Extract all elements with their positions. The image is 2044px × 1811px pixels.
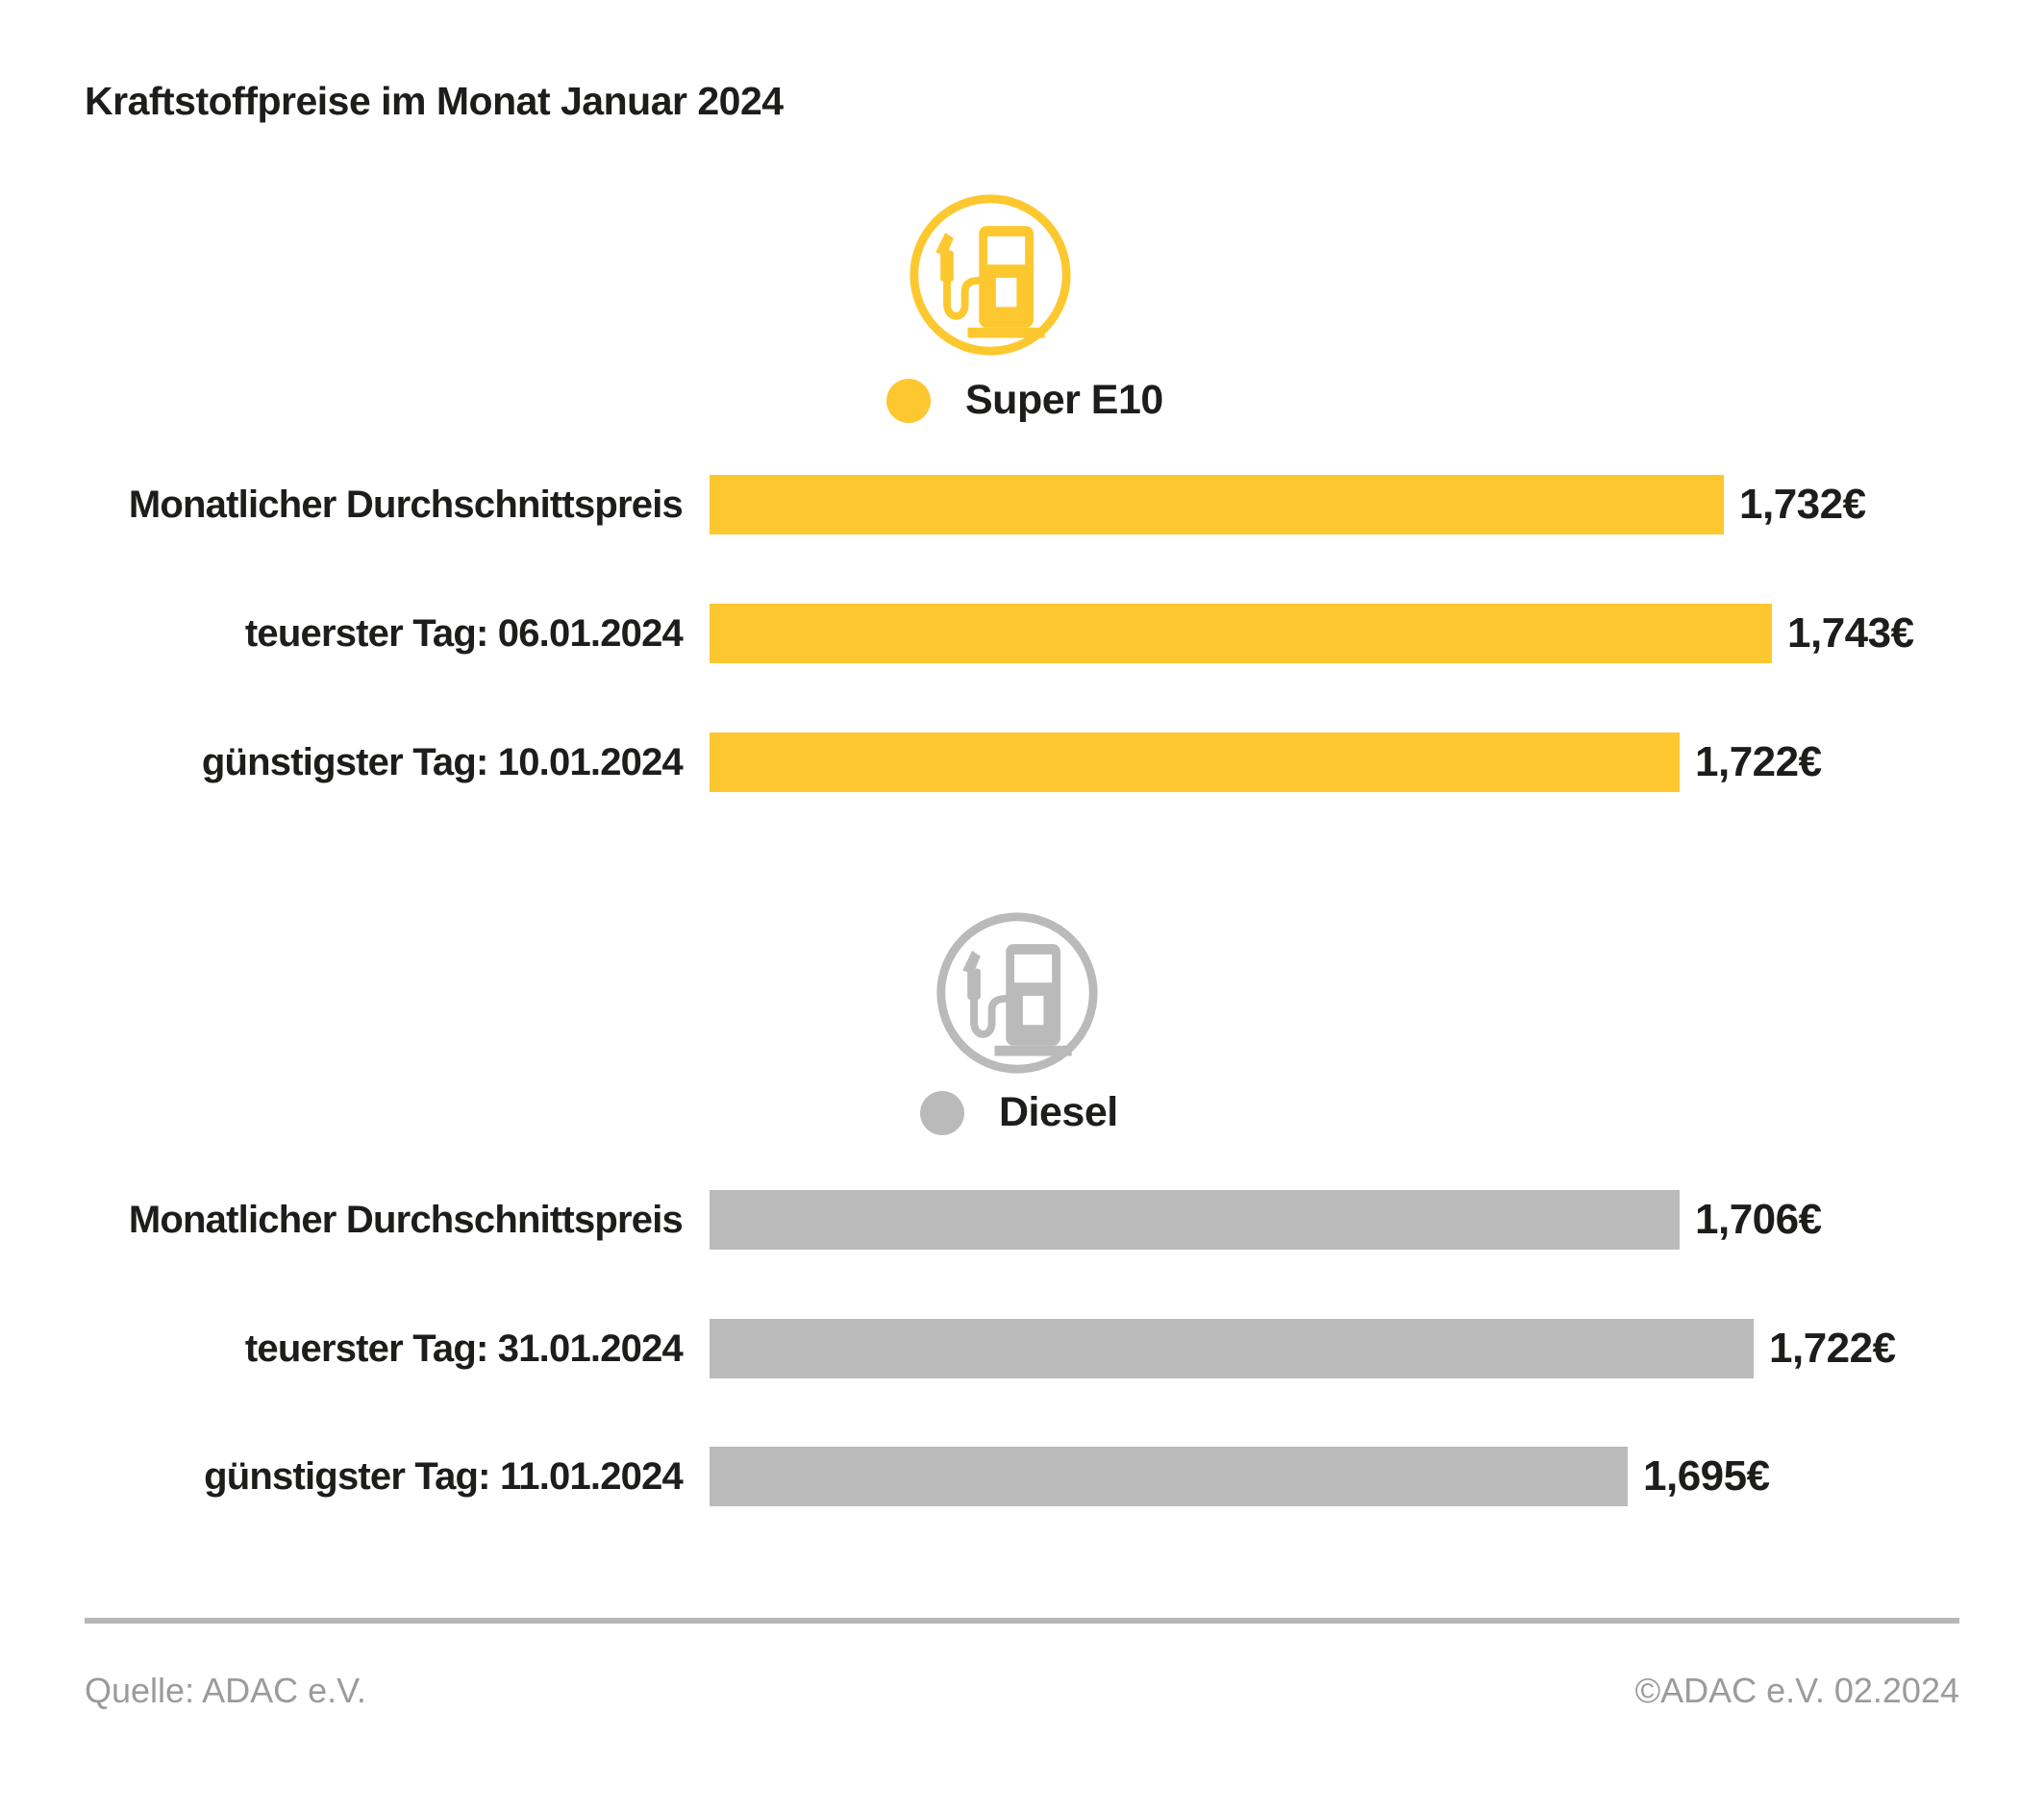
footer-source: Quelle: ADAC e.V. — [85, 1671, 366, 1710]
legend-dot-diesel — [920, 1090, 964, 1135]
bar-label: Monatlicher Durchschnittspreis — [128, 1198, 684, 1241]
fuel-pump-icon — [933, 908, 1102, 1078]
bar-row-diesel-min: günstigster Tag: 11.01.2024 1,695€ — [85, 1447, 1770, 1506]
footer-divider — [85, 1618, 1959, 1624]
legend-label-super-e10: Super E10 — [965, 377, 1163, 423]
legend-dot-super-e10 — [886, 378, 931, 423]
bar-value: 1,706€ — [1695, 1196, 1822, 1243]
bar-row-diesel-average: Monatlicher Durchschnittspreis 1,706€ — [85, 1190, 1822, 1250]
bar-diesel-average — [710, 1190, 1680, 1250]
legend-diesel: Diesel — [920, 1089, 1118, 1136]
fuel-pump-icon — [906, 190, 1075, 360]
bar-label: günstigster Tag: 10.01.2024 — [201, 740, 684, 783]
bar-label: teuerster Tag: 06.01.2024 — [244, 611, 684, 655]
bar-row-super-max: teuerster Tag: 06.01.2024 1,743€ — [85, 604, 1914, 663]
bar-label: Monatlicher Durchschnittspreis — [128, 483, 684, 526]
bar-super-max — [710, 604, 1772, 663]
bar-row-diesel-max: teuerster Tag: 31.01.2024 1,722€ — [85, 1319, 1896, 1378]
bar-diesel-min — [710, 1447, 1628, 1506]
bar-super-average — [710, 475, 1724, 534]
legend-label-diesel: Diesel — [999, 1089, 1118, 1135]
bar-super-min — [710, 732, 1680, 792]
bar-value: 1,732€ — [1739, 481, 1866, 528]
bar-value: 1,743€ — [1787, 609, 1914, 657]
bar-diesel-max — [710, 1319, 1754, 1378]
bar-value: 1,722€ — [1769, 1325, 1896, 1372]
bar-row-super-average: Monatlicher Durchschnittspreis 1,732€ — [85, 475, 1866, 534]
legend-super-e10: Super E10 — [886, 377, 1163, 424]
bar-label: teuerster Tag: 31.01.2024 — [244, 1327, 684, 1370]
page-title: Kraftstoffpreise im Monat Januar 2024 — [85, 79, 784, 123]
bar-value: 1,722€ — [1695, 738, 1822, 785]
bar-label: günstigster Tag: 11.01.2024 — [204, 1454, 684, 1498]
bar-row-super-min: günstigster Tag: 10.01.2024 1,722€ — [85, 732, 1822, 792]
footer-copyright: ©ADAC e.V. 02.2024 — [1634, 1671, 1959, 1710]
bar-value: 1,695€ — [1643, 1452, 1770, 1500]
